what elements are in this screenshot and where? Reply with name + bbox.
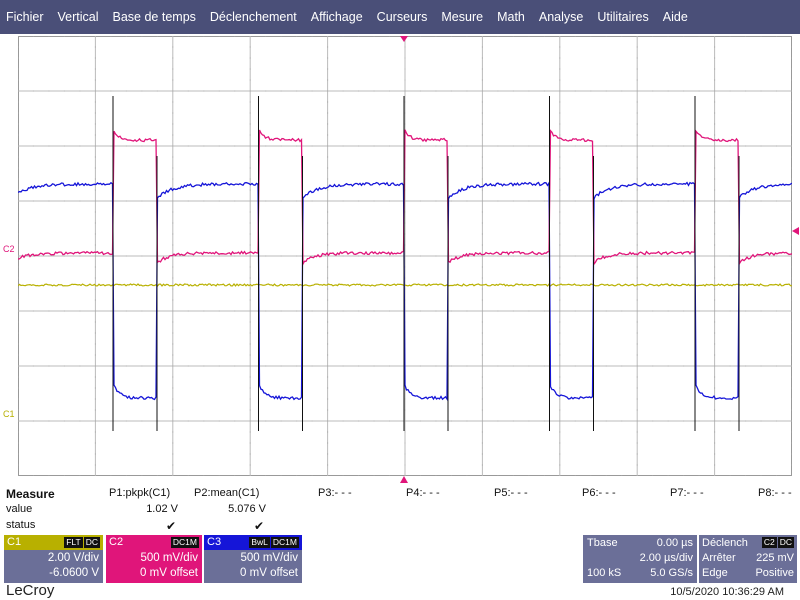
c2-level-marker[interactable]: C2	[3, 244, 15, 254]
brand-logo: LeCroy	[6, 582, 54, 599]
measure-table[interactable]: Measure P1:pkpk(C1) P2:mean(C1) P3:- - -…	[0, 484, 800, 534]
channel-2-offset: 0 mV offset	[140, 567, 198, 579]
menu-item-6[interactable]: Mesure	[441, 10, 483, 24]
channel-1-label: C1	[7, 536, 21, 548]
trigger-type: Edge	[702, 567, 728, 579]
waveform-grid	[18, 36, 792, 476]
p2-value: 5.076 V	[228, 503, 266, 515]
channel-1-vdiv: 2.00 V/div	[48, 552, 99, 564]
trigger-box[interactable]: Déclench C2 DC Arrêter 225 mV Edge Posit…	[699, 535, 797, 583]
channel-1-header: C1 FLT DC	[4, 535, 103, 550]
channel-1-tag: DC	[84, 537, 100, 548]
p1-status-check-icon: ✔	[166, 519, 176, 533]
trigger-tags: C2 DC	[762, 537, 794, 548]
menu-item-2[interactable]: Base de temps	[113, 10, 196, 24]
menu-bar: Fichier Vertical Base de temps Déclenchemen…	[0, 0, 800, 34]
trigger-level-icon[interactable]	[792, 227, 799, 235]
menu-item-10[interactable]: Aide	[663, 10, 688, 24]
timestamp: 10/5/2020 10:36:29 AM	[670, 586, 784, 598]
p4-name[interactable]: P4:- - -	[406, 487, 440, 499]
timebase-box[interactable]: Tbase 0.00 µs 2.00 µs/div 100 kS 5.0 GS/…	[583, 535, 697, 583]
trigger-slope: Positive	[755, 567, 794, 579]
p2-name[interactable]: P2:mean(C1)	[194, 487, 259, 499]
menu-item-0[interactable]: Fichier	[6, 10, 44, 24]
measure-status-row: status ✔ ✔	[0, 519, 800, 535]
menu-item-9[interactable]: Utilitaires	[597, 10, 648, 24]
channel-3-tag: DC1M	[271, 537, 299, 548]
c1-level-marker[interactable]: C1	[3, 409, 15, 419]
menu-item-5[interactable]: Curseurs	[377, 10, 428, 24]
status-row-label: status	[6, 519, 35, 531]
trigger-tag: DC	[778, 537, 794, 548]
channel-3-tags: BwL DC1M	[249, 537, 299, 548]
p1-value: 1.02 V	[146, 503, 178, 515]
channel-3-box[interactable]: C3 BwL DC1M 500 mV/div 0 mV offset	[204, 535, 302, 583]
trigger-position-top-icon[interactable]	[400, 36, 408, 42]
menu-item-3[interactable]: Déclenchement	[210, 10, 297, 24]
waveform-display[interactable]	[18, 36, 792, 476]
measure-title: Measure	[6, 487, 55, 501]
trigger-tag: C2	[762, 537, 777, 548]
trigger-mode: Arrêter	[702, 552, 736, 564]
menu-item-4[interactable]: Affichage	[311, 10, 363, 24]
p1-name[interactable]: P1:pkpk(C1)	[109, 487, 170, 499]
measure-value-row: value 1.02 V 5.076 V	[0, 503, 800, 519]
channel-3-header: C3 BwL DC1M	[204, 535, 302, 550]
trigger-label: Déclench	[702, 537, 748, 549]
channel-2-header: C2 DC1M	[106, 535, 202, 550]
timebase-delay: 0.00 µs	[657, 537, 693, 549]
menu-item-1[interactable]: Vertical	[58, 10, 99, 24]
trigger-position-bottom-icon[interactable]	[400, 476, 408, 483]
channel-1-box[interactable]: C1 FLT DC 2.00 V/div -6.0600 V	[4, 535, 103, 583]
timebase-label: Tbase	[587, 537, 618, 549]
channel-2-tag: DC1M	[171, 537, 199, 548]
channel-2-tags: DC1M	[171, 537, 199, 548]
timebase-rate: 5.0 GS/s	[650, 567, 693, 579]
p6-name[interactable]: P6:- - -	[582, 487, 616, 499]
channel-3-vdiv: 500 mV/div	[240, 552, 298, 564]
p8-name[interactable]: P8:- - -	[758, 487, 792, 499]
channel-2-label: C2	[109, 536, 123, 548]
value-row-label: value	[6, 503, 32, 515]
timebase-tdiv: 2.00 µs/div	[640, 552, 693, 564]
channel-3-tag: BwL	[249, 537, 270, 548]
p5-name[interactable]: P5:- - -	[494, 487, 528, 499]
channel-1-tag: FLT	[64, 537, 82, 548]
channel-2-vdiv: 500 mV/div	[140, 552, 198, 564]
channel-2-box[interactable]: C2 DC1M 500 mV/div 0 mV offset	[106, 535, 202, 583]
channel-1-tags: FLT DC	[64, 537, 100, 548]
channel-3-offset: 0 mV offset	[240, 567, 298, 579]
timebase-samples: 100 kS	[587, 567, 621, 579]
menu-item-7[interactable]: Math	[497, 10, 525, 24]
p2-status-check-icon: ✔	[254, 519, 264, 533]
channel-1-offset: -6.0600 V	[49, 567, 99, 579]
channel-3-label: C3	[207, 536, 221, 548]
p3-name[interactable]: P3:- - -	[318, 487, 352, 499]
trigger-level: 225 mV	[756, 552, 794, 564]
measure-header-row: Measure P1:pkpk(C1) P2:mean(C1) P3:- - -…	[0, 487, 800, 503]
menu-item-8[interactable]: Analyse	[539, 10, 583, 24]
p7-name[interactable]: P7:- - -	[670, 487, 704, 499]
